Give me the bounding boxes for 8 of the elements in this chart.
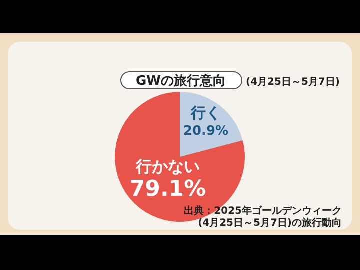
chart-title: GWの旅行意向	[136, 73, 226, 89]
data-label: 79.1%	[130, 177, 206, 202]
slice-label: 行かない	[135, 157, 200, 176]
text: (4月25日～5月7日)	[246, 77, 340, 88]
slice-label: 行く	[190, 104, 221, 122]
data-label: 20.9%	[183, 124, 229, 139]
text: (4月25日～5月7日)の旅行動向	[198, 217, 342, 229]
source-note: 出典：2025年ゴールデンウィーク	[184, 205, 342, 217]
